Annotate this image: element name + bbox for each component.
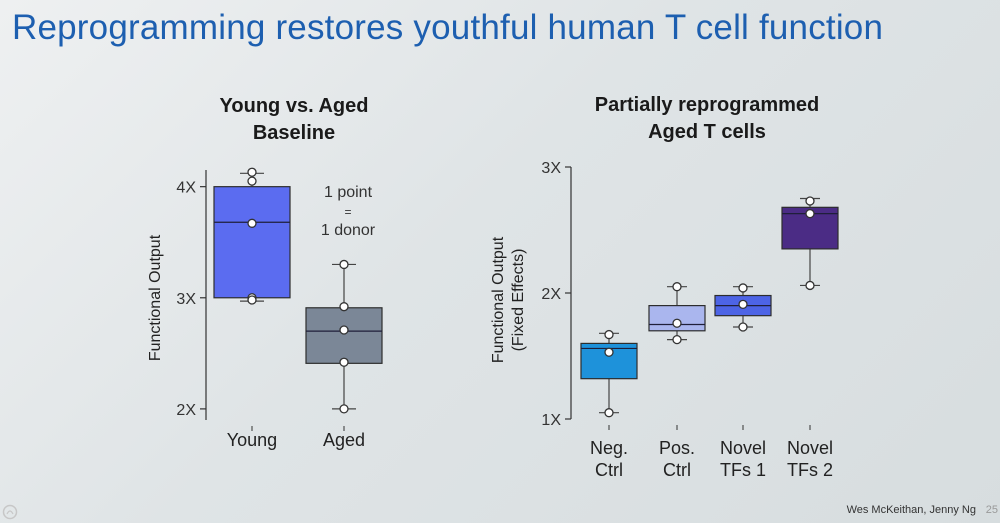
data-point [738,299,748,309]
data-point [339,404,349,414]
data-point [672,318,682,328]
logo-icon [2,504,18,520]
chart-title: Baseline [253,122,335,144]
data-point [805,196,815,206]
annotation-text: 1 point [324,184,373,201]
data-point [672,334,682,345]
x-category-label: Pos. [659,438,695,458]
box [305,307,383,364]
x-category-label: Novel [720,438,766,458]
data-point [247,218,257,228]
box-group [305,259,383,414]
y-tick-label: 1X [541,412,561,429]
x-category-label: TFs 1 [720,460,766,480]
x-category-label: Ctrl [663,460,691,480]
chart-title: Partially reprogrammed [595,94,820,116]
data-point [738,283,748,293]
annotation-text: = [344,205,351,219]
data-point [247,176,257,186]
y-tick-label: 3X [541,160,561,177]
data-point [805,208,815,219]
y-tick-label: 3X [176,291,196,308]
box-group [714,283,772,332]
data-point [672,282,682,292]
x-category-label: TFs 2 [787,460,833,480]
x-category-label: Neg. [590,438,628,458]
chart-young-vs-aged: Young vs. Aged Baseline 2X 3X 4X Functional O… [147,95,383,450]
box-group [213,167,291,305]
data-point [339,259,349,270]
data-point [339,357,349,367]
y-tick-label: 2X [176,402,196,419]
chart-reprogrammed: Partially reprogrammed Aged T cells 1X 2X 3X… [490,94,839,480]
chart-title: Young vs. Aged [220,95,369,117]
x-category-label: Young [227,430,277,450]
x-category-label: Ctrl [595,460,623,480]
data-point [738,322,748,332]
y-axis-label: Functional Output [147,234,164,361]
data-point [805,280,815,291]
y-tick-label: 2X [541,286,561,303]
chart-title: Aged T cells [648,121,766,143]
y-tick-label: 4X [176,180,196,197]
annotation-text: 1 donor [321,222,376,239]
data-point [247,295,257,305]
footer-credit: Wes McKeithan, Jenny Ng [846,504,976,516]
box-group [648,282,706,345]
y-axis-label: (Fixed Effects) [510,249,527,352]
box-group [580,329,638,418]
slide-title: Reprogramming restores youthful human T … [12,8,884,47]
data-point [604,347,614,357]
x-category-label: Aged [323,430,365,450]
data-point [339,325,349,335]
data-point [247,167,257,177]
x-category-label: Novel [787,438,833,458]
data-point [604,408,614,418]
data-point [339,302,349,312]
page-number: 25 [985,504,998,516]
y-axis-label: Functional Output [490,236,507,363]
box-group [781,196,839,291]
data-point [604,329,614,340]
